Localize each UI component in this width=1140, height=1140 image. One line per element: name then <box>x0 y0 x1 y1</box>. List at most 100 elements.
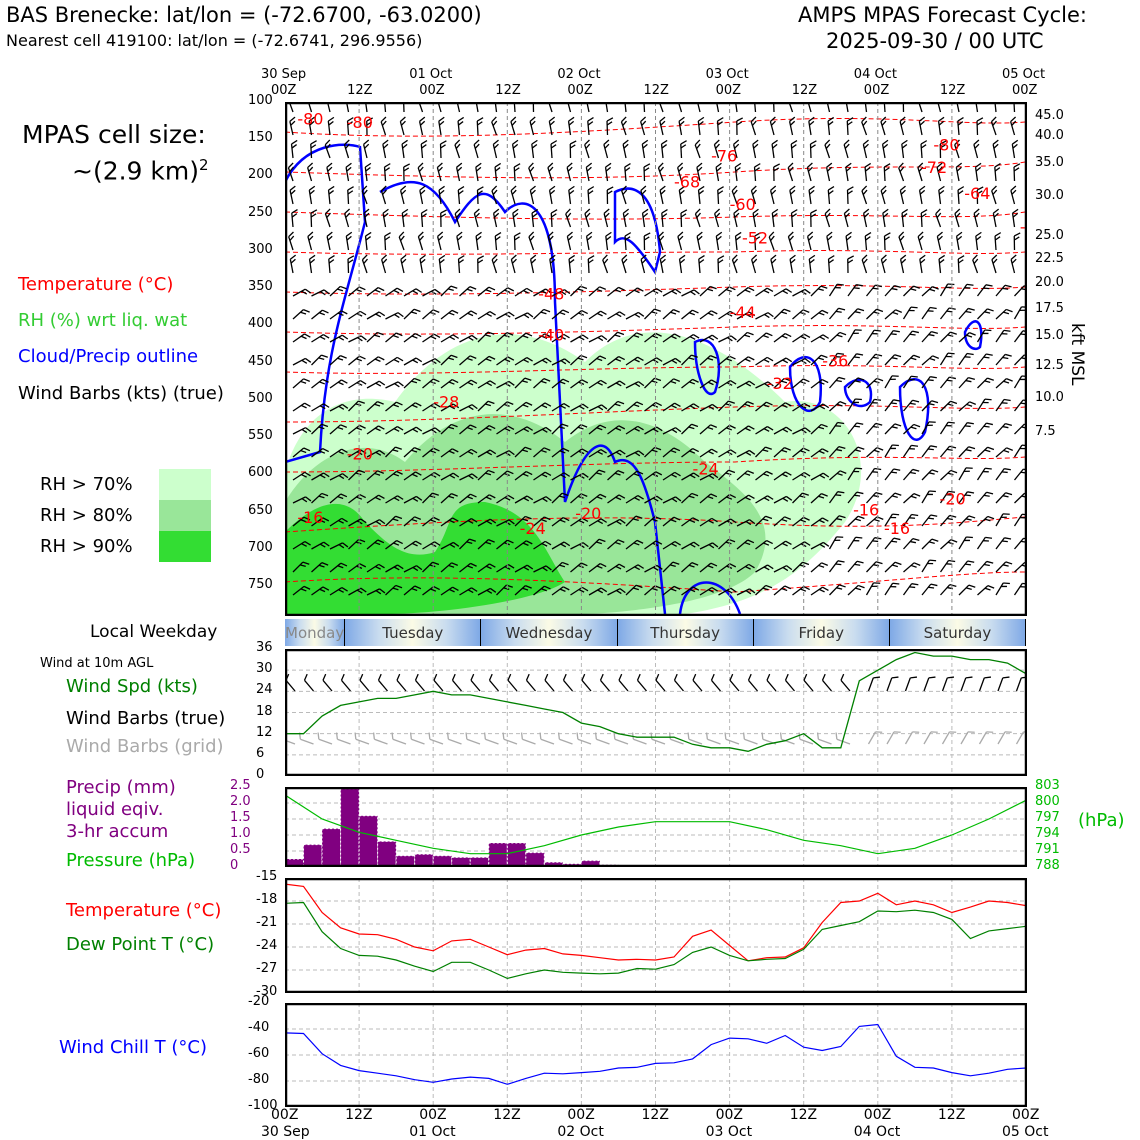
wind-barb <box>846 186 854 205</box>
wind-barb <box>513 102 520 113</box>
wind-barb <box>995 353 1012 366</box>
wind-barb <box>551 561 569 573</box>
wind-barb <box>459 424 477 435</box>
wind-barb <box>883 232 891 251</box>
wind-barb <box>940 539 958 550</box>
wind-barb <box>771 208 779 228</box>
wind-barb <box>366 425 385 435</box>
wind-barb <box>880 185 887 205</box>
wind-barb <box>475 162 482 182</box>
wind-barb <box>810 354 828 366</box>
wind-barb <box>568 185 575 205</box>
wind-barb <box>366 588 386 596</box>
wind-barb <box>548 116 556 136</box>
wind-barb <box>346 117 354 136</box>
wind-barb <box>699 355 717 366</box>
wind-barb <box>884 513 900 527</box>
wind-barb <box>901 208 909 228</box>
wind-barb <box>732 139 740 159</box>
wind-barb <box>329 403 349 412</box>
wind-barb <box>514 446 532 458</box>
wind-barb <box>510 116 517 136</box>
wind-barb <box>677 162 684 182</box>
wind-barb <box>902 330 920 343</box>
wind-barb <box>769 185 777 205</box>
wind-barb <box>939 490 956 504</box>
wind-barb <box>866 353 883 366</box>
wind-barb <box>459 286 477 297</box>
wind-barb <box>422 288 441 297</box>
wind-barb <box>306 102 313 113</box>
wind-barb <box>718 286 736 297</box>
wind-barb <box>329 448 348 458</box>
wind-barb <box>995 561 1013 573</box>
wind-barb <box>736 311 756 320</box>
wind-barb <box>385 539 403 550</box>
wind-barb <box>717 186 724 205</box>
precip-bar <box>303 844 323 867</box>
wind-barb <box>994 162 1001 182</box>
wind-barb <box>625 356 644 366</box>
wind-barb <box>510 254 517 274</box>
wind-barb <box>514 357 533 366</box>
wind-barb <box>292 402 311 412</box>
wind-barb <box>681 423 699 435</box>
wind-barb <box>753 102 760 113</box>
wind-barb <box>861 185 868 205</box>
wind-barb <box>311 378 329 389</box>
bottom-hour-label: 00Z <box>863 1107 892 1123</box>
wind-barb <box>792 378 810 389</box>
wind-barb <box>680 140 687 159</box>
wind-barb <box>348 469 366 481</box>
wind-barb <box>717 255 725 274</box>
wind-barb <box>607 539 625 550</box>
wind-barb <box>699 334 719 343</box>
wind-barb <box>292 516 311 527</box>
y-tick-label: 12 <box>256 724 273 740</box>
wind-barb <box>551 541 571 550</box>
wind-barb <box>921 355 940 366</box>
wind-barb <box>550 140 558 159</box>
temp-dewpoint-chart <box>285 878 1027 993</box>
wind-barb <box>588 469 606 481</box>
wind-barb <box>328 254 335 274</box>
top-date-label: 30 Sep <box>261 67 307 82</box>
wind10m-barb <box>396 673 407 692</box>
wind-barb <box>477 255 485 274</box>
wind10m-barb <box>941 676 955 692</box>
y-tick-label: 36 <box>256 640 273 655</box>
weekday-saturday: Saturday <box>889 619 1026 646</box>
wind-barb <box>588 310 607 320</box>
wind-barb <box>731 185 738 205</box>
pressure-tick-label: 750 <box>248 577 273 593</box>
wind-barb <box>957 116 964 136</box>
wind-barb <box>607 563 626 573</box>
temperature-contour-label: -5 <box>1020 217 1027 236</box>
precip-label-1: Precip (mm) <box>66 777 176 798</box>
wind-barb <box>513 232 521 251</box>
temperature-contour-label: -44 <box>730 303 756 322</box>
grid-wind-barb <box>816 732 832 745</box>
wind-barb <box>940 400 958 412</box>
wind-barb <box>585 231 593 251</box>
wind-barb <box>810 472 830 481</box>
wind-barb <box>422 516 440 527</box>
wind-barb <box>547 231 554 251</box>
wind-barb <box>329 379 348 389</box>
wind-barb <box>308 185 316 205</box>
wind-barb <box>607 331 625 343</box>
wind-barb <box>881 139 889 159</box>
wind-barb <box>311 517 330 527</box>
legend-rh90-swatch <box>159 531 211 562</box>
grid-wind-barb <box>997 731 1012 745</box>
grid-wind-barb <box>557 732 573 745</box>
wind-barb <box>773 471 792 481</box>
wind-barb <box>662 496 682 504</box>
wind-barb <box>292 378 311 389</box>
wind-barb <box>995 398 1011 412</box>
pressure-tick-label: 791 <box>1035 842 1060 857</box>
cross-section-frame <box>285 102 1027 616</box>
wind-barb <box>883 102 890 113</box>
wind-barb <box>1010 116 1017 136</box>
wind-barb <box>992 139 999 159</box>
